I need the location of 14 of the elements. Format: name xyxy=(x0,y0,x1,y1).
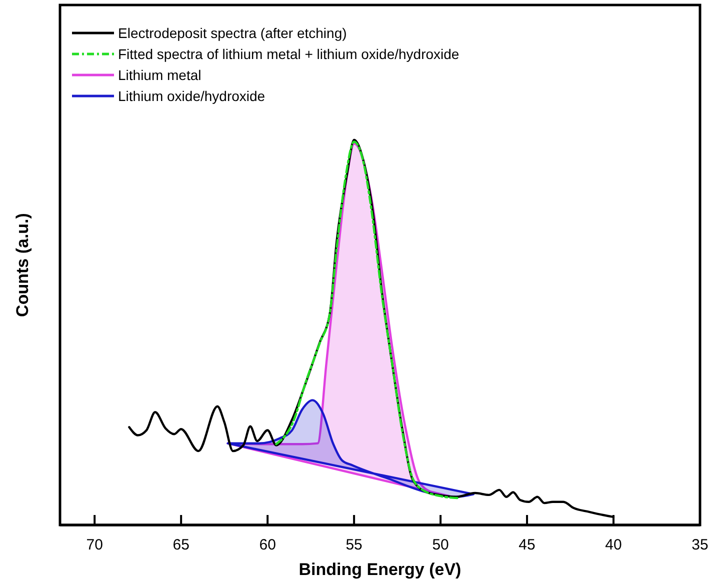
x-tick-label: 55 xyxy=(346,536,362,554)
legend-label: Fitted spectra of lithium metal + lithium oxide/hydroxide xyxy=(118,46,460,62)
legend-label: Electrodeposit spectra (after etching) xyxy=(118,25,347,41)
legend-label: Lithium oxide/hydroxide xyxy=(118,88,266,104)
x-tick-label: 65 xyxy=(172,536,190,554)
x-tick-label: 70 xyxy=(86,536,103,554)
y-axis-title: Counts (a.u.) xyxy=(13,213,32,317)
x-tick-label: 40 xyxy=(605,536,622,554)
x-tick-label: 45 xyxy=(518,536,536,554)
x-axis-title: Binding Energy (eV) xyxy=(298,560,462,579)
x-tick-label: 50 xyxy=(432,536,449,554)
legend-label: Lithium metal xyxy=(118,67,202,83)
x-tick-label: 60 xyxy=(259,536,276,554)
x-tick-label: 35 xyxy=(692,536,708,554)
